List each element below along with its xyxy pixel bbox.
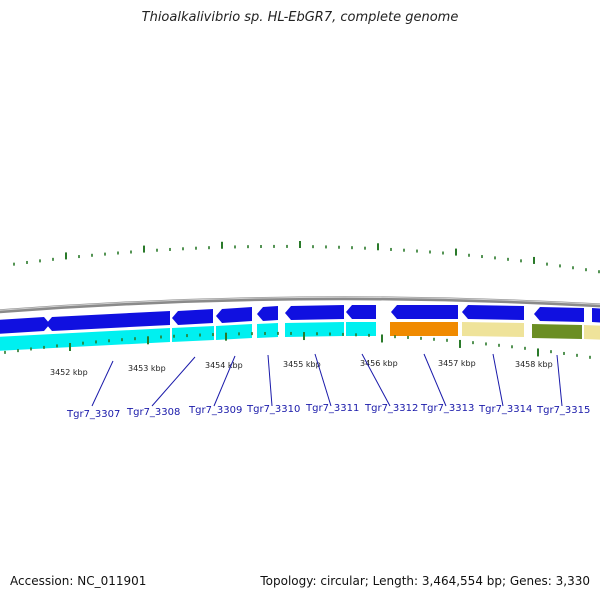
gene-reverse-c[interactable]: [216, 324, 252, 340]
leader-3312: [361, 353, 391, 407]
ruler-label-3454: 3454 kbp: [205, 361, 243, 370]
genome-backbone: [0, 296, 600, 314]
gene-reverse-d[interactable]: [257, 323, 278, 338]
gene-reverse-b[interactable]: [172, 326, 214, 342]
gene-orange[interactable]: [390, 322, 458, 336]
ruler-label-3456: 3456 kbp: [360, 359, 398, 368]
gene-reverse-e[interactable]: [285, 322, 344, 337]
genome-backbone-highlight: [0, 296, 600, 311]
gene-khaki-2[interactable]: [584, 325, 600, 340]
leader-3311: [314, 353, 332, 407]
forward-strand-track: [0, 305, 600, 334]
gene-label-3310[interactable]: Tgr7_3310: [246, 404, 300, 415]
gene-khaki[interactable]: [462, 322, 524, 337]
ruler-label-3452: 3452 kbp: [50, 368, 88, 377]
ruler-label-3458: 3458 kbp: [515, 360, 553, 369]
gene-label-3309[interactable]: Tgr7_3309: [188, 405, 242, 416]
ruler-label-3453: 3453 kbp: [128, 364, 166, 373]
leader-3309: [213, 355, 236, 407]
gene-olive[interactable]: [532, 324, 582, 339]
topology-text: Topology: circular; Length: 3,464,554 bp…: [260, 574, 590, 588]
gene-forward-3313[interactable]: [346, 305, 376, 319]
gene-label-3313[interactable]: Tgr7_3313: [420, 403, 474, 414]
gene-forward-3309[interactable]: [172, 309, 213, 325]
gene-reverse-a[interactable]: [0, 328, 170, 351]
ruler-label-3455: 3455 kbp: [283, 360, 321, 369]
gene-forward-3315[interactable]: [462, 305, 524, 320]
gene-labels: Tgr7_3307 Tgr7_3308 Tgr7_3309 Tgr7_3310 …: [66, 403, 590, 420]
leader-3307: [91, 360, 114, 407]
gene-label-3308[interactable]: Tgr7_3308: [126, 407, 180, 418]
gene-forward-3311[interactable]: [257, 306, 278, 321]
gene-label-leaders: [91, 353, 563, 407]
leader-3314: [492, 353, 504, 407]
accession-text: Accession: NC_011901: [10, 574, 147, 588]
gene-label-3312[interactable]: Tgr7_3312: [364, 403, 418, 414]
gene-forward-3316[interactable]: [534, 307, 584, 322]
map-title: Thioalkalivibrio sp. HL-EbGR7, complete …: [141, 10, 459, 25]
gene-label-3315[interactable]: Tgr7_3315: [536, 405, 590, 416]
ruler-labels: 3452 kbp 3453 kbp 3454 kbp 3455 kbp 3456…: [50, 359, 553, 377]
leader-3313: [423, 353, 447, 407]
gene-reverse-f[interactable]: [346, 322, 376, 336]
leader-3308: [151, 356, 196, 407]
gene-forward-3314[interactable]: [391, 305, 458, 319]
reverse-strand-track: [0, 322, 600, 351]
ruler-label-3457: 3457 kbp: [438, 359, 476, 368]
gc-content-ticks: [13, 241, 600, 274]
gene-label-3314[interactable]: Tgr7_3314: [478, 404, 532, 415]
gene-forward-3307[interactable]: [0, 317, 50, 334]
gene-forward-3317[interactable]: [592, 308, 600, 323]
leader-3310: [267, 354, 273, 407]
gene-forward-3312[interactable]: [285, 305, 344, 320]
gene-label-3311[interactable]: Tgr7_3311: [305, 403, 359, 414]
gene-forward-3310[interactable]: [216, 307, 252, 323]
gene-label-3307[interactable]: Tgr7_3307: [66, 409, 120, 420]
gene-forward-3308[interactable]: [46, 311, 170, 331]
leader-3315: [556, 354, 563, 407]
ruler-ticks: [4, 331, 591, 359]
